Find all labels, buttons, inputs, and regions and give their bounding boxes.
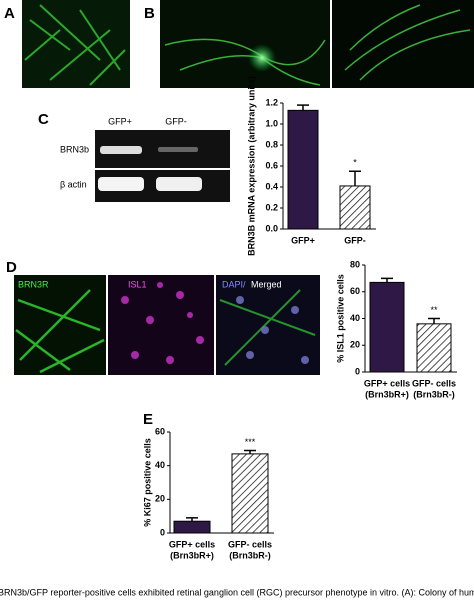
- bar: [339, 185, 371, 230]
- bar: [231, 453, 269, 534]
- y-tick-label: 20: [350, 340, 360, 350]
- x-tick-sublabel: (Brn3bR+): [365, 389, 409, 399]
- y-tick-label: 80: [350, 259, 360, 269]
- y-axis-label: % Ki67 positive cells: [142, 438, 152, 527]
- y-tick-label: 40: [155, 460, 165, 470]
- y-tick-label: 0.6: [265, 160, 278, 170]
- caption: BRN3b/GFP reporter-positive cells exhibi…: [0, 587, 474, 597]
- image-label: DAPI/: [222, 279, 246, 289]
- significance: **: [430, 305, 438, 315]
- significance: ***: [245, 437, 256, 447]
- panel-label: E: [143, 411, 153, 428]
- micrograph: [160, 0, 474, 88]
- y-tick-label: 0.0: [265, 223, 278, 233]
- micrograph: [14, 275, 320, 375]
- gel-image: [95, 130, 230, 202]
- panel-label: D: [6, 259, 17, 276]
- gel-row-label: BRN3b: [60, 144, 89, 154]
- y-axis-label: % ISL1 positive cells: [335, 274, 345, 363]
- bar: [369, 281, 405, 373]
- x-tick-sublabel: (Brn3bR+): [170, 550, 214, 560]
- micrograph: [22, 0, 130, 88]
- y-tick-label: 0.4: [265, 181, 278, 191]
- x-tick-label: GFP-: [344, 235, 366, 245]
- x-tick-label: GFP+ cells: [364, 378, 410, 388]
- bar: [416, 323, 452, 373]
- panel-label: C: [38, 111, 49, 128]
- y-tick-label: 60: [155, 426, 165, 436]
- y-tick-label: 0.8: [265, 139, 278, 149]
- y-axis-label: BRN3B mRNA expression (arbitrary units): [246, 76, 256, 256]
- image-label: BRN3R: [18, 279, 49, 289]
- x-tick-sublabel: (Brn3bR-): [413, 389, 455, 399]
- y-tick-label: 0: [160, 527, 165, 537]
- x-tick-label: GFP- cells: [412, 378, 456, 388]
- x-tick-sublabel: (Brn3bR-): [229, 550, 271, 560]
- y-tick-label: 0.2: [265, 202, 278, 212]
- significance: *: [353, 158, 357, 168]
- x-tick-label: GFP+ cells: [169, 539, 215, 549]
- panel-label: B: [144, 5, 155, 22]
- bar: [173, 520, 211, 534]
- y-tick-label: 1.0: [265, 118, 278, 128]
- x-tick-label: GFP+: [291, 235, 315, 245]
- y-tick-label: 60: [350, 286, 360, 296]
- gel-column-label: GFP+: [108, 116, 132, 126]
- panel-label: A: [4, 5, 15, 22]
- y-tick-label: 1.2: [265, 97, 278, 107]
- image-label: Merged: [251, 279, 282, 289]
- y-tick-label: 0: [355, 366, 360, 376]
- x-tick-label: GFP- cells: [228, 539, 272, 549]
- y-tick-label: 40: [350, 313, 360, 323]
- y-tick-label: 20: [155, 494, 165, 504]
- image-label: ISL1: [128, 279, 147, 289]
- gel-column-label: GFP-: [165, 116, 187, 126]
- gel-row-label: β actin: [60, 179, 87, 189]
- bar: [287, 109, 319, 230]
